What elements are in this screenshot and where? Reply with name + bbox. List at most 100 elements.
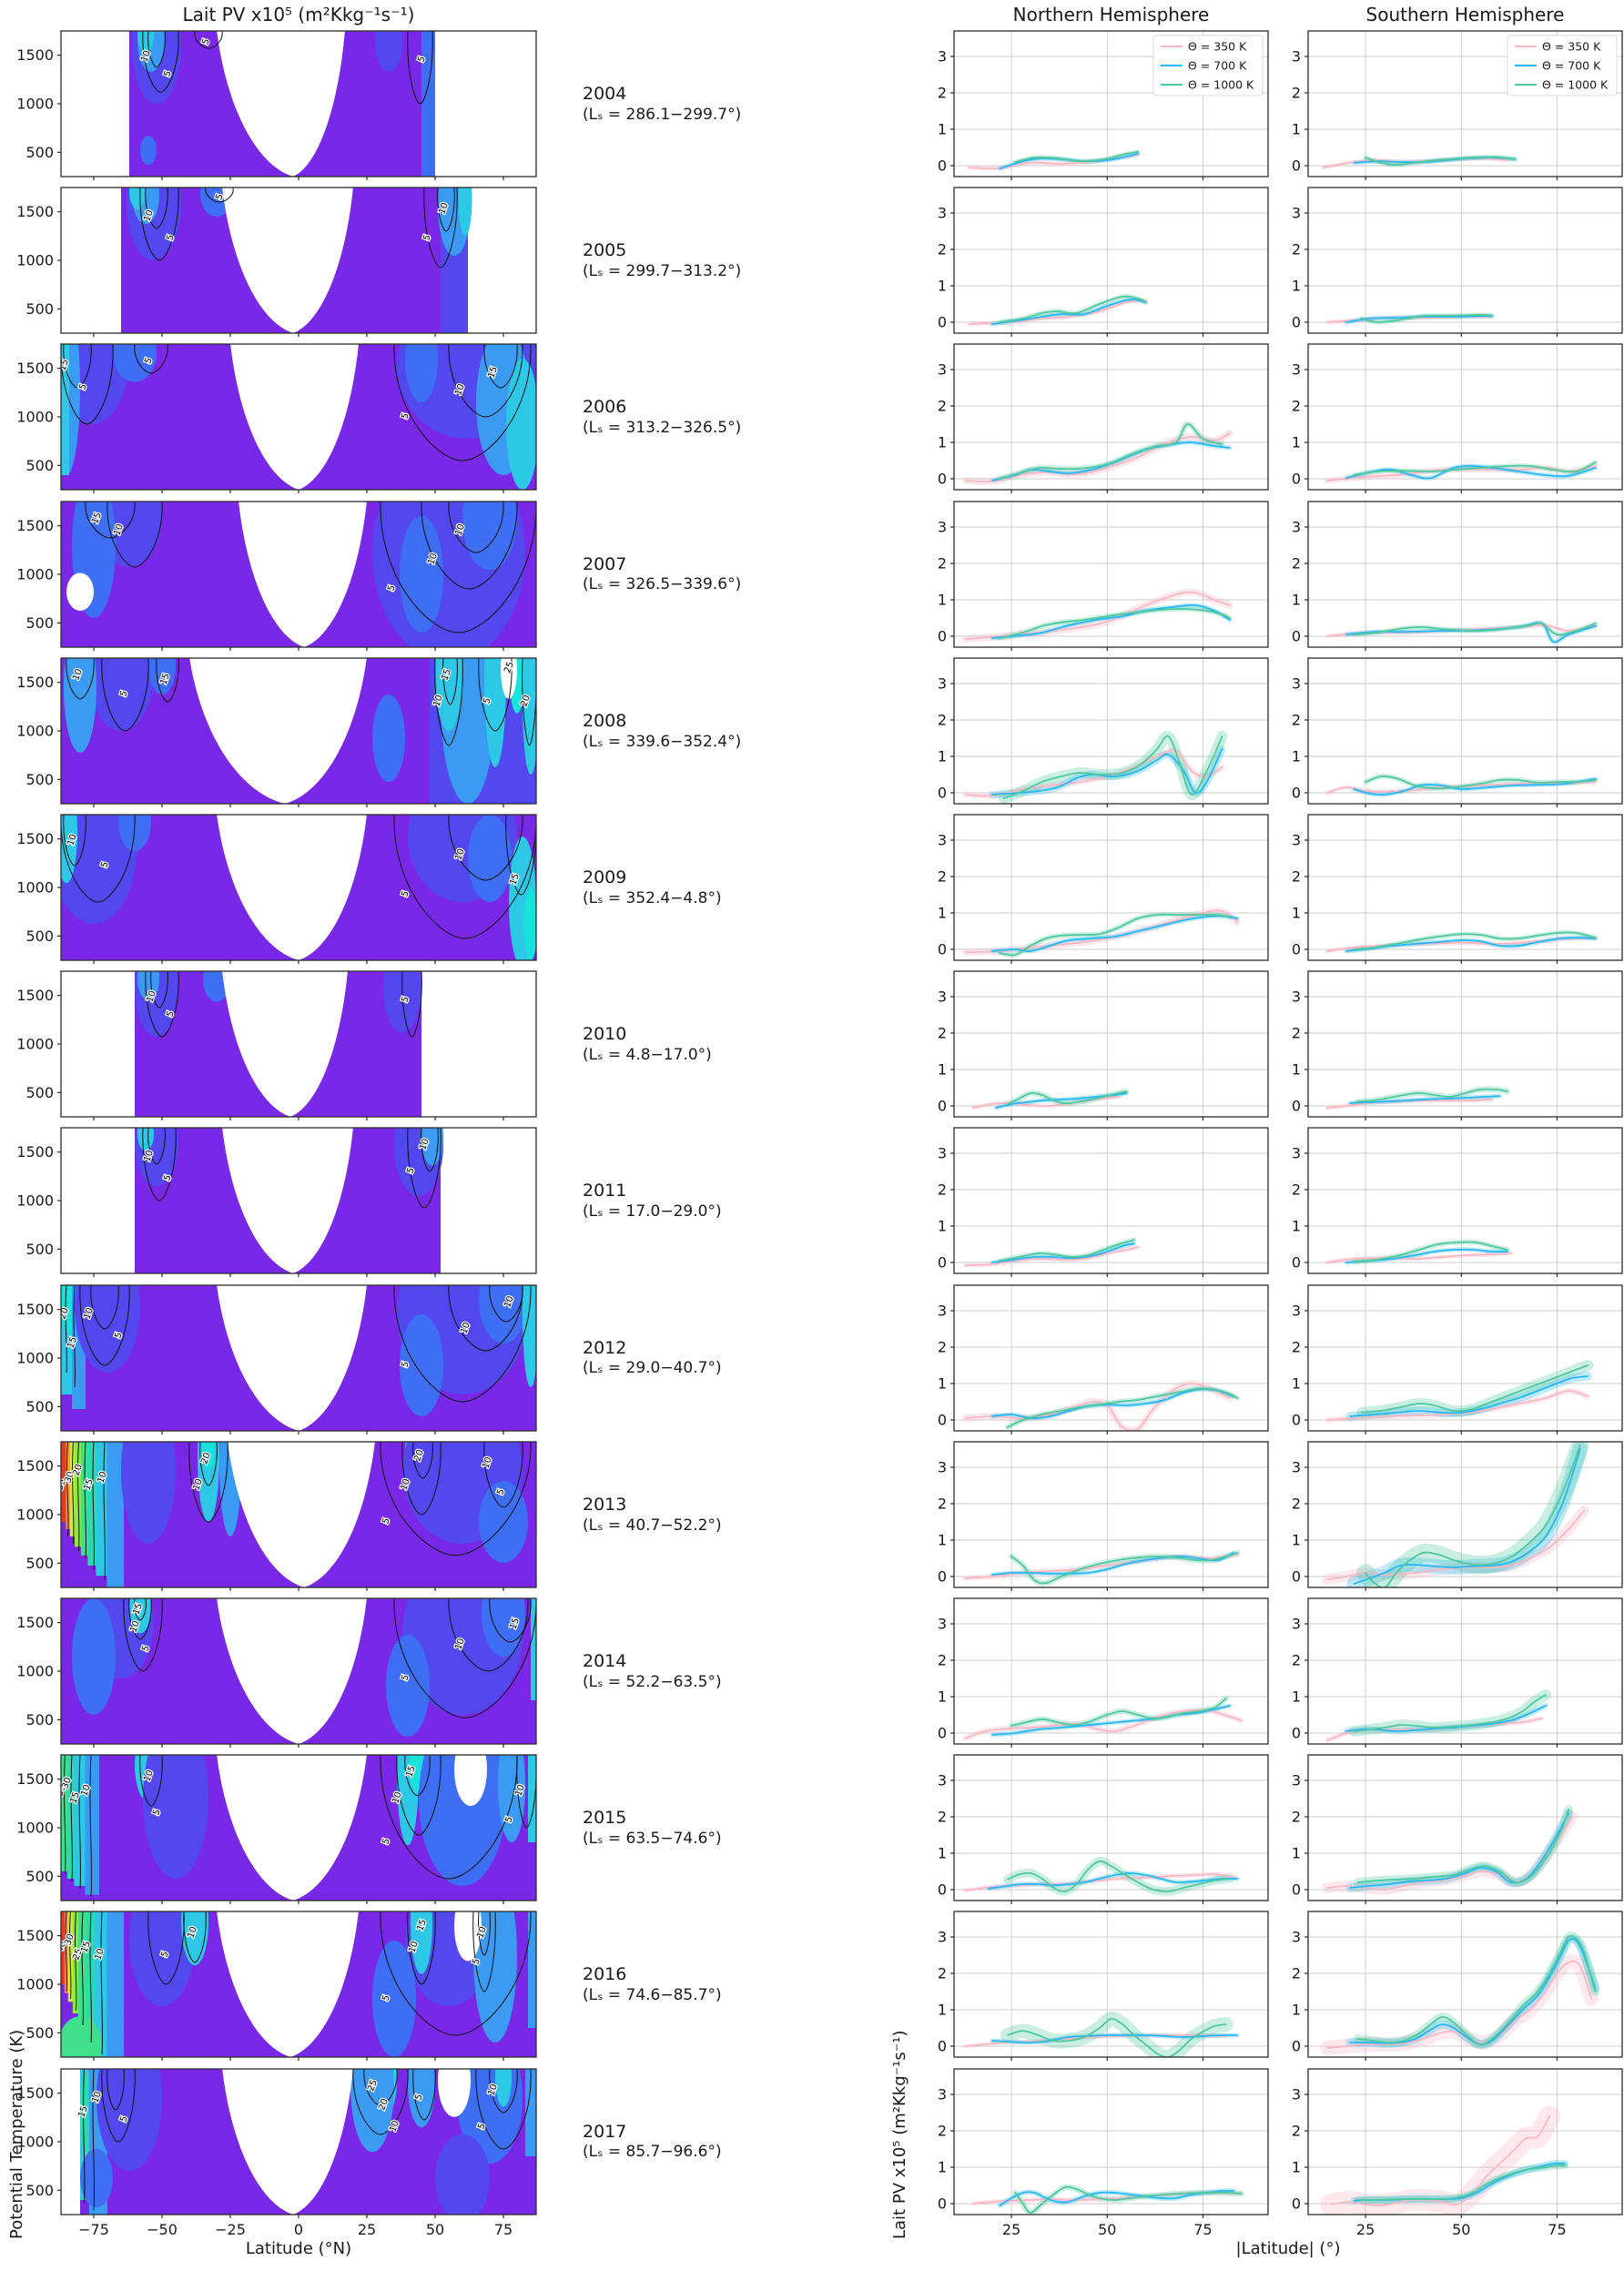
line-y-tick-label: 3 (938, 674, 947, 692)
line-y-tick-label: 1 (1292, 1218, 1301, 1235)
row-label-2013: 2013 (Lₛ = 40.7−52.2°) (583, 1495, 938, 1536)
line-y-tick-label: 0 (938, 471, 947, 488)
year-label: 2010 (583, 1024, 627, 1045)
row-label-2016: 2016 (Lₛ = 74.6−85.7°) (583, 1964, 938, 2005)
line-y-tick-label: 3 (938, 988, 947, 1006)
line-y-tick-label: 0 (938, 1254, 947, 1272)
contour-level-label: 35 (55, 1477, 68, 1492)
line-plot-area (967, 149, 1141, 171)
line-y-tick-label: 0 (938, 157, 947, 175)
sh-panel-2015: 0 1 2 3 (1292, 1754, 1623, 1905)
sh-panel-2013: 0 1 2 3 (1292, 1441, 1623, 1591)
line-y-tick-label: 1 (938, 2002, 947, 2019)
line-plot-area (962, 1549, 1241, 1587)
nh-column-title: Northern Hemisphere (1012, 4, 1210, 25)
line-y-tick-label: 3 (1292, 832, 1301, 849)
contour-y-tick-label: 500 (25, 2181, 54, 2198)
nh-panel-2007: 0 1 2 3 (938, 500, 1269, 651)
nh-panel-2016: 0 1 2 3 (938, 1911, 1269, 2062)
ls-range-label: (Lₛ = 4.8−17.0°) (583, 1045, 712, 1064)
line-y-tick-label: 3 (1292, 674, 1301, 692)
line-y-tick-label: 3 (938, 2085, 947, 2103)
legend-entry: Θ = 1000 K (1542, 78, 1609, 92)
line-x-tick-label: 25 (1002, 2221, 1020, 2238)
line-y-tick-label: 3 (938, 361, 947, 379)
line-x-tick-label: 50 (1098, 2221, 1116, 2238)
row-label-2017: 2017 (Lₛ = 85.7−96.6°) (583, 2122, 938, 2163)
line-y-tick-label: 1 (938, 1688, 947, 1706)
contour-x-axis-label: Latitude (°N) (245, 2239, 352, 2258)
line-y-tick-label: 2 (938, 2122, 947, 2139)
contour-y-tick-label: 1000 (16, 1976, 54, 1993)
line-plot-area (961, 907, 1242, 958)
line-plot-area (963, 1237, 1141, 1269)
row-label-2006: 2006 (Lₛ = 313.2−326.5°) (583, 397, 938, 438)
ls-range-label: (Lₛ = 52.2−63.5°) (583, 1672, 722, 1691)
line-y-tick-label: 1 (938, 2158, 947, 2175)
contour-y-tick-label: 1500 (16, 830, 54, 847)
contour-y-tick-label: 1500 (16, 2084, 54, 2102)
contour-y-tick-label: 1500 (16, 360, 54, 378)
line-y-tick-label: 0 (938, 1411, 947, 1428)
year-label: 2008 (583, 710, 627, 731)
line-y-tick-label: 2 (938, 711, 947, 728)
line-y-tick-label: 0 (938, 1098, 947, 1115)
contour-y-tick-label: 1500 (16, 203, 54, 220)
sh-column-title: Southern Hemisphere (1365, 4, 1565, 25)
line-y-tick-label: 2 (1292, 241, 1301, 259)
ls-range-label: (Lₛ = 326.5−339.6°) (583, 575, 742, 594)
line-y-tick-label: 1 (938, 1531, 947, 1548)
line-y-tick-label: 3 (938, 48, 947, 66)
ls-range-label: (Lₛ = 40.7−52.2°) (583, 1516, 722, 1535)
contour-x-tick-label: 0 (294, 2221, 303, 2238)
contour-y-tick-label: 1500 (16, 1928, 54, 1945)
line-y-tick-label: 3 (1292, 1145, 1301, 1162)
year-label: 2007 (583, 553, 627, 574)
line-y-tick-label: 3 (1292, 1302, 1301, 1319)
line-plot-area (963, 2012, 1240, 2058)
sh-panel-2006: 0 1 2 3 (1292, 343, 1623, 494)
legend-entry: Θ = 1000 K (1188, 78, 1254, 92)
year-label: 2006 (583, 397, 627, 418)
line-y-tick-label: 1 (938, 1218, 947, 1235)
line-x-tick-label: 75 (1548, 2221, 1566, 2238)
line-y-tick-label: 3 (938, 518, 947, 535)
contour-y-tick-label: 1500 (16, 1457, 54, 1475)
line-plot-area (970, 2184, 1244, 2215)
nh-panel-2008: 0 1 2 3 (938, 657, 1269, 807)
sh-panel-2007: 0 1 2 3 (1292, 500, 1623, 651)
line-y-tick-label: 1 (1292, 905, 1301, 922)
line-plot-area (1320, 2104, 1568, 2215)
row-label-2015: 2015 (Lₛ = 63.5−74.6°) (583, 1808, 938, 1849)
nh-panel-2013: 0 1 2 3 (938, 1441, 1269, 1591)
line-plot-area (1325, 1086, 1510, 1110)
contour-y-tick-label: 1500 (16, 1770, 54, 1788)
contour-y-tick-label: 1000 (16, 1036, 54, 1053)
year-label: 2012 (583, 1337, 627, 1358)
nh-panel-2006: 0 1 2 3 (938, 343, 1269, 494)
line-y-tick-label: 0 (938, 1567, 947, 1585)
ls-range-label: (Lₛ = 286.1−299.7°) (583, 105, 742, 124)
contour-x-tick-label: −75 (78, 2221, 109, 2238)
line-x-tick-label: 25 (1356, 2221, 1375, 2238)
contour-y-axis-label: Potential Temperature (K) (7, 2029, 26, 2239)
line-y-tick-label: 2 (938, 554, 947, 572)
contour-y-tick-label: 500 (25, 144, 54, 161)
year-label: 2015 (583, 1808, 627, 1829)
line-plot-area (1325, 929, 1598, 954)
line-y-tick-label: 2 (938, 1495, 947, 1512)
sh-panel-2004: Θ = 350 K Θ = 700 K Θ = 1000 K 0 1 2 3 (1292, 30, 1623, 180)
line-y-tick-label: 1 (938, 1061, 947, 1079)
line-y-tick-label: 1 (1292, 434, 1301, 451)
year-label: 2004 (583, 84, 627, 104)
line-plot-area (1322, 1805, 1578, 1896)
line-y-tick-label: 0 (938, 1881, 947, 1899)
line-plot-area (1325, 773, 1599, 797)
